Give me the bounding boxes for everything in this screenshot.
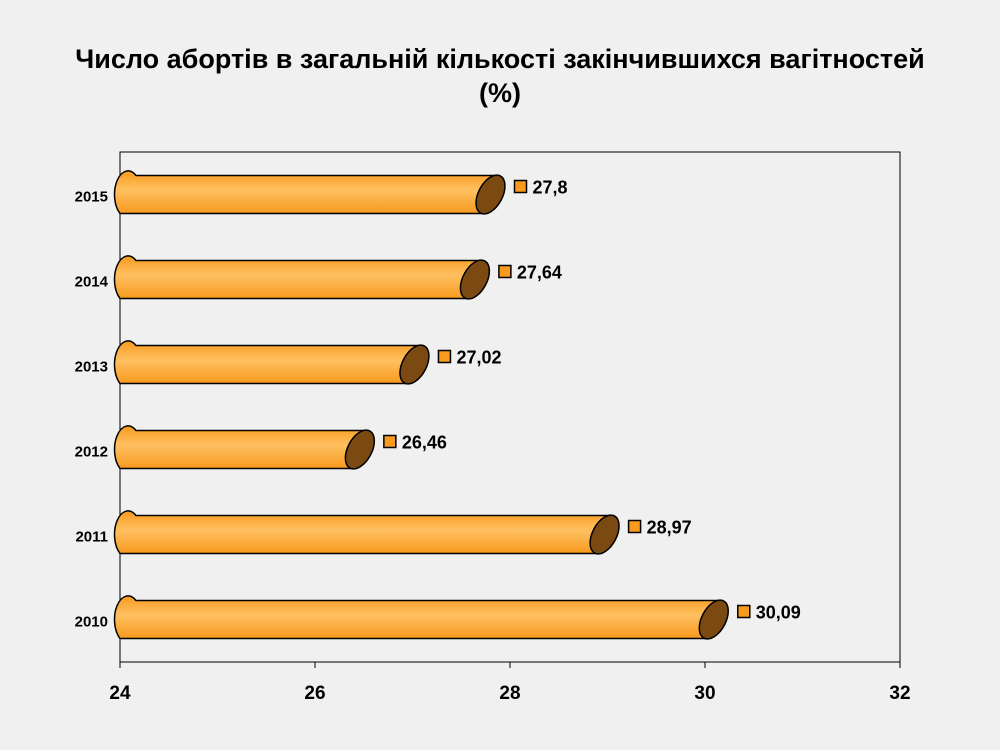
data-label: 28,97 — [647, 518, 692, 538]
bar-body — [113, 510, 614, 555]
data-label: 30,09 — [756, 603, 801, 623]
category-label: 2015 — [75, 189, 108, 206]
chart-title: Число абортів в загальній кількості закі… — [0, 42, 1000, 110]
category-axis: 2010 2011 2012 2013 2014 2015 — [75, 189, 109, 631]
x-tick-label: 32 — [889, 683, 910, 704]
bar-2012: 26,46 — [113, 425, 447, 470]
bar-end-cap — [589, 514, 620, 555]
category-label: 2013 — [75, 359, 108, 376]
category-label: 2014 — [75, 274, 109, 291]
data-label-marker — [498, 264, 512, 279]
x-tick-label: 26 — [304, 683, 325, 704]
data-label: 27,8 — [533, 178, 568, 198]
data-label: 27,64 — [517, 263, 562, 283]
bars-group: 30,09 28,97 26,46 27,02 27,64 27,8 — [113, 170, 801, 640]
bar-body — [113, 255, 485, 300]
data-label: 26,46 — [402, 433, 447, 453]
bar-end-cap — [698, 599, 729, 640]
bar-2010: 30,09 — [113, 595, 801, 640]
chart-title-line-2: (%) — [479, 78, 521, 108]
bar-body — [113, 340, 424, 385]
x-axis: 24 26 28 30 32 — [109, 662, 911, 704]
bar-end-cap — [344, 429, 376, 470]
plot-area — [119, 151, 901, 663]
data-label-marker — [437, 349, 452, 364]
bar-2013: 27,02 — [113, 340, 501, 385]
bar-end-cap — [475, 174, 506, 215]
data-label-marker — [737, 604, 751, 619]
bar-body — [113, 595, 723, 640]
bar-body — [113, 170, 500, 215]
bar-end-cap — [399, 344, 430, 385]
bar-2015: 27,8 — [113, 170, 568, 215]
x-tick-label: 24 — [109, 683, 131, 704]
category-label: 2012 — [75, 444, 108, 461]
category-label: 2010 — [75, 614, 108, 631]
chart-title-line-1: Число абортів в загальній кількості закі… — [75, 44, 925, 74]
category-label: 2011 — [75, 529, 108, 546]
data-label-marker — [627, 519, 642, 534]
data-label-marker — [513, 179, 528, 194]
x-tick-label: 28 — [499, 683, 520, 704]
bar-2011: 28,97 — [113, 510, 692, 555]
data-label-marker — [383, 434, 397, 449]
x-tick-label: 30 — [694, 683, 715, 704]
data-label: 27,02 — [456, 348, 501, 368]
bar-end-cap — [459, 259, 491, 300]
bar-body — [113, 425, 369, 470]
bar-2014: 27,64 — [113, 255, 562, 300]
